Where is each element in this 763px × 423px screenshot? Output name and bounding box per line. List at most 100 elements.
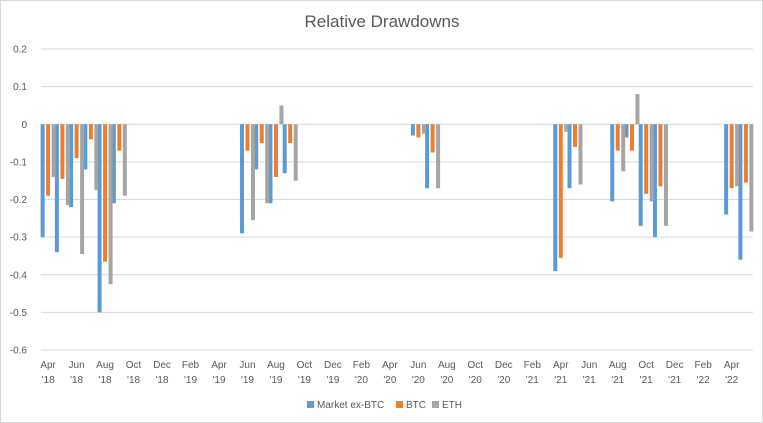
bar bbox=[416, 124, 421, 138]
x-tick-month: Apr bbox=[211, 360, 227, 371]
x-tick-year: '19 bbox=[269, 375, 282, 386]
x-tick-year: '19 bbox=[212, 375, 225, 386]
bar bbox=[578, 124, 583, 185]
x-tick-year: '19 bbox=[326, 375, 339, 386]
y-tick-label: -0.6 bbox=[10, 346, 28, 357]
bar bbox=[629, 124, 634, 151]
series-market-ex-btc bbox=[40, 124, 743, 313]
x-tick-month: Apr bbox=[40, 360, 56, 371]
x-tick-month: Feb bbox=[353, 360, 371, 371]
bar bbox=[83, 124, 88, 170]
bar bbox=[738, 124, 743, 260]
bar bbox=[724, 124, 729, 215]
bar bbox=[410, 124, 415, 136]
bar bbox=[644, 124, 649, 194]
bar bbox=[74, 124, 79, 159]
bar bbox=[567, 124, 572, 189]
x-tick-year: '20 bbox=[440, 375, 453, 386]
x-tick-year: '20 bbox=[469, 375, 482, 386]
bar bbox=[65, 124, 70, 206]
legend-item: Market ex-BTC bbox=[307, 400, 384, 411]
x-tick-year: '21 bbox=[640, 375, 653, 386]
bar bbox=[54, 124, 59, 253]
bar bbox=[421, 124, 426, 134]
x-tick-year: '22 bbox=[725, 375, 738, 386]
x-tick-year: '18 bbox=[156, 375, 169, 386]
x-tick-month: Jun bbox=[581, 360, 597, 371]
x-tick-year: '19 bbox=[298, 375, 311, 386]
x-tick-month: Dec bbox=[666, 360, 684, 371]
y-tick-label: -0.4 bbox=[10, 270, 28, 281]
bar bbox=[80, 124, 85, 255]
x-tick-year: '21 bbox=[611, 375, 624, 386]
x-tick-year: '20 bbox=[497, 375, 510, 386]
legend-item: BTC bbox=[396, 400, 426, 411]
x-tick-year: '20 bbox=[383, 375, 396, 386]
x-tick-month: Feb bbox=[524, 360, 542, 371]
bar bbox=[122, 124, 127, 196]
legend-label: ETH bbox=[442, 400, 462, 411]
bar bbox=[652, 124, 657, 238]
bar bbox=[749, 124, 754, 232]
x-tick-month: Jun bbox=[69, 360, 85, 371]
bar bbox=[624, 124, 629, 138]
bar bbox=[735, 124, 740, 187]
x-tick-year: '18 bbox=[127, 375, 140, 386]
x-tick-month: Aug bbox=[267, 360, 285, 371]
x-tick-month: Apr bbox=[382, 360, 398, 371]
bar bbox=[729, 124, 734, 189]
bar bbox=[265, 124, 270, 204]
bar bbox=[268, 124, 273, 204]
bar bbox=[638, 124, 643, 226]
bar bbox=[621, 124, 626, 172]
bar bbox=[245, 124, 250, 151]
bar bbox=[436, 124, 441, 189]
bar bbox=[282, 124, 287, 174]
x-tick-month: Jun bbox=[239, 360, 255, 371]
bar bbox=[558, 124, 563, 258]
x-tick-year: '21 bbox=[668, 375, 681, 386]
x-tick-year: '19 bbox=[184, 375, 197, 386]
x-tick-month: Apr bbox=[553, 360, 569, 371]
legend-swatch bbox=[432, 401, 439, 408]
bar bbox=[108, 124, 113, 285]
x-tick-year: '19 bbox=[241, 375, 254, 386]
x-tick-month: Oct bbox=[638, 360, 654, 371]
bar bbox=[250, 124, 255, 221]
bar bbox=[254, 124, 259, 170]
y-tick-label: -0.2 bbox=[10, 195, 28, 206]
legend-label: BTC bbox=[406, 400, 426, 411]
x-tick-month: Oct bbox=[297, 360, 313, 371]
bar bbox=[649, 124, 654, 202]
bar bbox=[239, 124, 244, 234]
x-tick-year: '18 bbox=[70, 375, 83, 386]
bar bbox=[51, 124, 56, 177]
x-tick-month: Jun bbox=[410, 360, 426, 371]
bar bbox=[663, 124, 668, 226]
x-tick-year: '22 bbox=[697, 375, 710, 386]
series-btc bbox=[46, 124, 748, 262]
x-tick-month: Aug bbox=[609, 360, 627, 371]
y-tick-label: -0.1 bbox=[10, 157, 28, 168]
bar bbox=[94, 124, 99, 191]
bar bbox=[103, 124, 108, 262]
x-tick-month: Oct bbox=[126, 360, 142, 371]
x-tick-year: '20 bbox=[412, 375, 425, 386]
bar bbox=[273, 124, 278, 177]
x-tick-month: Oct bbox=[468, 360, 484, 371]
chart-title: Relative Drawdowns bbox=[305, 12, 460, 31]
legend-label: Market ex-BTC bbox=[317, 400, 384, 411]
legend: Market ex-BTC BTC ETH bbox=[307, 400, 462, 411]
bar bbox=[46, 124, 51, 196]
bar bbox=[553, 124, 558, 271]
x-tick-month: Feb bbox=[695, 360, 713, 371]
x-tick-year: '18 bbox=[99, 375, 112, 386]
y-tick-label: -0.3 bbox=[10, 233, 28, 244]
legend-swatch bbox=[307, 401, 314, 408]
x-tick-month: Aug bbox=[438, 360, 456, 371]
bar bbox=[658, 124, 663, 187]
x-tick-month: Apr bbox=[724, 360, 740, 371]
legend-item: ETH bbox=[432, 400, 462, 411]
